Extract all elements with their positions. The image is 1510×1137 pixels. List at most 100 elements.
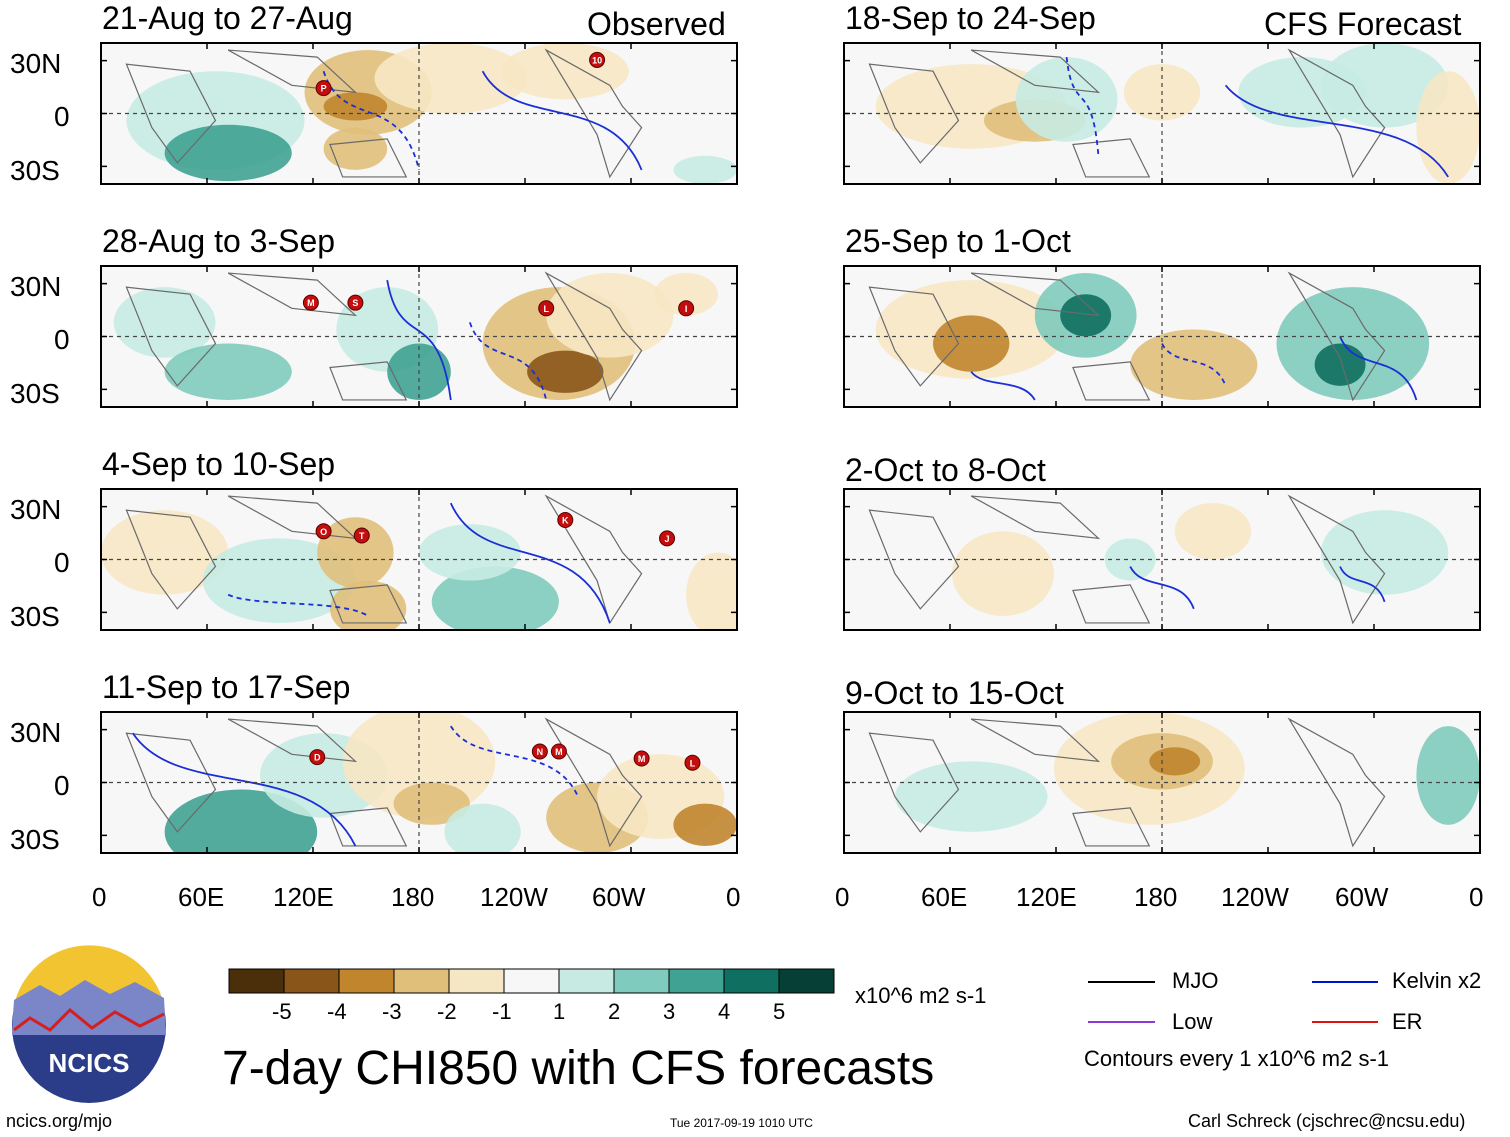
coastline-africa (868, 63, 960, 164)
kelvin-contour (1339, 336, 1418, 401)
logo-red-line (13, 1007, 165, 1032)
storm-marker-label: J (665, 534, 670, 544)
lon-label-left-0e: 0 (726, 882, 741, 912)
coastline-africa (125, 286, 217, 387)
anomaly-patch (317, 517, 394, 588)
storm-marker-icon (347, 294, 364, 311)
kelvin-contour (1129, 566, 1195, 610)
map-panel-o0 (100, 42, 738, 185)
colorbar-swatch (503, 968, 560, 994)
lon-label-left-60w: 60W (592, 882, 646, 912)
colorbar-swatch (668, 968, 725, 994)
coastline-africa (868, 509, 960, 610)
storm-marker-icon (538, 300, 555, 317)
kelvin-contour (450, 725, 579, 797)
kelvin-contour (449, 502, 611, 624)
lat-label-30s-1: 30S (10, 155, 60, 186)
panel-title-fc-1: 18-Sep to 24-Sep (845, 0, 1096, 36)
anomaly-patch (673, 155, 737, 184)
lat-label-30s-4: 30S (10, 824, 60, 855)
lon-label-left-120e: 120E (273, 882, 334, 912)
kelvin-contour (970, 371, 1036, 401)
lat-label-30n-2: 30N (10, 271, 62, 302)
contour-note: Contours every 1 x10^6 m2 s-1 (1084, 1046, 1390, 1071)
colorbar-tick-5: -1 (492, 999, 512, 1024)
colorbar-tick-4: -2 (437, 999, 457, 1024)
colorbar-tick-8: 3 (663, 999, 676, 1024)
colorbar-tick-7: 2 (608, 999, 621, 1024)
anomaly-patch (1174, 503, 1252, 560)
storm-marker-icon (309, 749, 326, 766)
map-panel-o2 (100, 488, 738, 631)
coastline-asia (227, 272, 358, 317)
lon-label-right-120w: 120W (1221, 882, 1289, 912)
storm-marker-icon (550, 743, 567, 760)
anomaly-patch (1276, 287, 1430, 400)
storm-marker-icon (659, 530, 676, 547)
anomaly-patch (894, 761, 1048, 832)
coastline-americas (1287, 494, 1386, 625)
kelvin-contour (227, 593, 369, 617)
storm-marker-label: D (314, 753, 321, 763)
anomaly-patch (1416, 726, 1480, 825)
anomaly-patch (1060, 294, 1112, 337)
anomaly-patch (323, 127, 388, 170)
colorbar-swatch (448, 968, 505, 994)
coastline-africa (125, 732, 217, 833)
storm-marker-icon (302, 294, 319, 311)
coastline-africa (868, 286, 960, 387)
lon-label-left-180: 180 (391, 882, 435, 912)
lon-label-right-180: 180 (1134, 882, 1178, 912)
map-fill-layer (868, 43, 1480, 184)
coastline-asia (227, 49, 358, 94)
source-url[interactable]: ncics.org/mjo (6, 1111, 113, 1131)
lat-label-eq-2: 0 (54, 324, 70, 355)
anomaly-patch (952, 531, 1054, 616)
anomaly-patch (164, 343, 292, 400)
lat-label-30n-4: 30N (10, 717, 62, 748)
anomaly-patch (546, 273, 674, 358)
coastline-americas (544, 717, 643, 848)
lat-label-30s-2: 30S (10, 378, 60, 409)
coastline-australia (329, 361, 408, 401)
colorbar-swatch (283, 968, 340, 994)
kelvin-contour (132, 732, 357, 847)
storm-marker-label: I (685, 304, 688, 314)
coastline-americas (544, 494, 643, 625)
lat-label-30s-3: 30S (10, 601, 60, 632)
storm-marker-label: L (690, 758, 696, 768)
panel-title-obs-1: 21-Aug to 27-Aug (102, 0, 353, 36)
panel-title-obs-4: 11-Sep to 17-Sep (102, 669, 351, 705)
coastline-africa (125, 63, 217, 164)
storm-marker-label: O (320, 527, 327, 537)
coastline-africa (868, 732, 960, 833)
lon-label-right-0e: 0 (1469, 882, 1484, 912)
storm-marker-label: P (321, 84, 327, 94)
coastline-asia (227, 718, 358, 763)
coastline-americas (1287, 271, 1386, 402)
coastline-australia (329, 138, 408, 178)
lon-label-right-60e: 60E (921, 882, 968, 912)
map-fill-layer (868, 712, 1480, 848)
panel-title-fc-4: 9-Oct to 15-Oct (845, 675, 1064, 711)
map-fill-layer (868, 494, 1449, 625)
coastline-asia (970, 272, 1101, 317)
lon-label-left-0: 0 (92, 882, 107, 912)
ncics-logo: NCICS (12, 945, 166, 1103)
coastline-australia (329, 584, 408, 624)
colorbar-tick-3: -3 (382, 999, 402, 1024)
colorbar-swatch (723, 968, 780, 994)
anomaly-patch (444, 803, 521, 853)
coastline-americas (544, 48, 643, 179)
coastline-asia (970, 718, 1101, 763)
anomaly-patch (329, 580, 407, 630)
storm-marker-label: M (555, 747, 563, 757)
kelvin-contour (1339, 566, 1386, 603)
lon-label-right-120e: 120E (1016, 882, 1077, 912)
kelvin-contour (481, 70, 643, 171)
storm-marker-label: M (638, 754, 646, 764)
anomaly-patch (113, 287, 216, 358)
kelvin-contour (1224, 84, 1449, 178)
kelvin-contour (322, 70, 420, 171)
